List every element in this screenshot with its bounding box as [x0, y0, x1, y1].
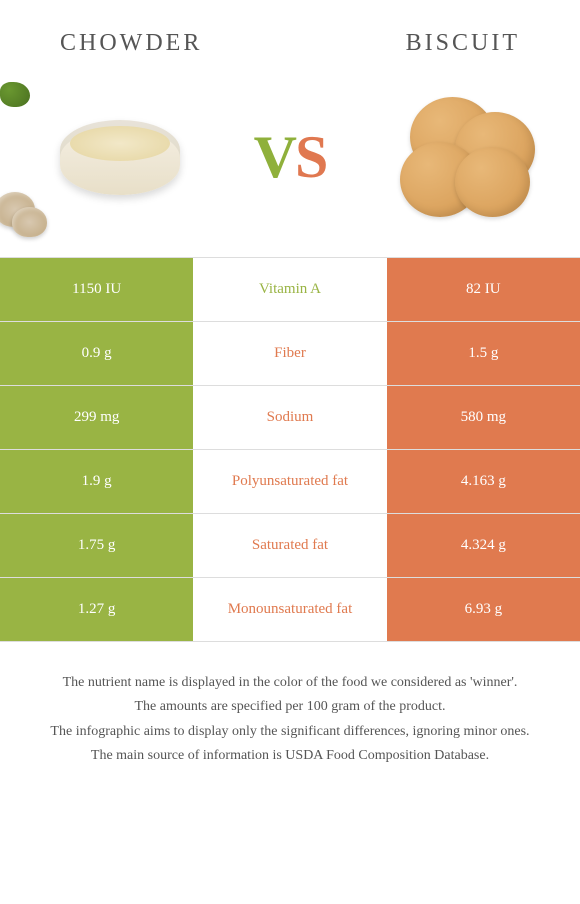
- table-row: 1.27 gMonounsaturated fat6.93 g: [0, 578, 580, 642]
- cell-left-value: 1.9 g: [0, 450, 193, 513]
- cell-right-value: 580 mg: [387, 386, 580, 449]
- cell-left-value: 0.9 g: [0, 322, 193, 385]
- vs-v: V: [254, 124, 295, 190]
- cell-right-value: 4.324 g: [387, 514, 580, 577]
- cell-right-value: 6.93 g: [387, 578, 580, 641]
- footnote-line: The nutrient name is displayed in the co…: [20, 672, 560, 694]
- header: CHOWDER BISCUIT: [0, 0, 580, 77]
- table-row: 1150 IUVitamin A82 IU: [0, 258, 580, 322]
- cell-nutrient-label: Vitamin A: [193, 258, 386, 321]
- cell-nutrient-label: Saturated fat: [193, 514, 386, 577]
- vs-s: S: [295, 124, 326, 190]
- cell-nutrient-label: Polyunsaturated fat: [193, 450, 386, 513]
- chowder-image: [30, 92, 210, 222]
- cell-left-value: 299 mg: [0, 386, 193, 449]
- biscuit-image: [370, 92, 550, 222]
- food-title-left: CHOWDER: [60, 30, 202, 57]
- footnote-line: The main source of information is USDA F…: [20, 745, 560, 767]
- table-row: 299 mgSodium580 mg: [0, 386, 580, 450]
- footnote-line: The amounts are specified per 100 gram o…: [20, 696, 560, 718]
- cell-right-value: 82 IU: [387, 258, 580, 321]
- footnote-line: The infographic aims to display only the…: [20, 721, 560, 743]
- table-row: 1.9 gPolyunsaturated fat4.163 g: [0, 450, 580, 514]
- table-row: 0.9 gFiber1.5 g: [0, 322, 580, 386]
- comparison-table: 1150 IUVitamin A82 IU0.9 gFiber1.5 g299 …: [0, 257, 580, 642]
- vs-label: VS: [254, 123, 327, 192]
- cell-nutrient-label: Monounsaturated fat: [193, 578, 386, 641]
- cell-right-value: 4.163 g: [387, 450, 580, 513]
- cell-nutrient-label: Sodium: [193, 386, 386, 449]
- cell-left-value: 1.75 g: [0, 514, 193, 577]
- food-title-right: BISCUIT: [406, 30, 520, 57]
- cell-left-value: 1.27 g: [0, 578, 193, 641]
- cell-right-value: 1.5 g: [387, 322, 580, 385]
- cell-left-value: 1150 IU: [0, 258, 193, 321]
- footnotes: The nutrient name is displayed in the co…: [0, 642, 580, 800]
- table-row: 1.75 gSaturated fat4.324 g: [0, 514, 580, 578]
- cell-nutrient-label: Fiber: [193, 322, 386, 385]
- images-row: VS: [0, 77, 580, 257]
